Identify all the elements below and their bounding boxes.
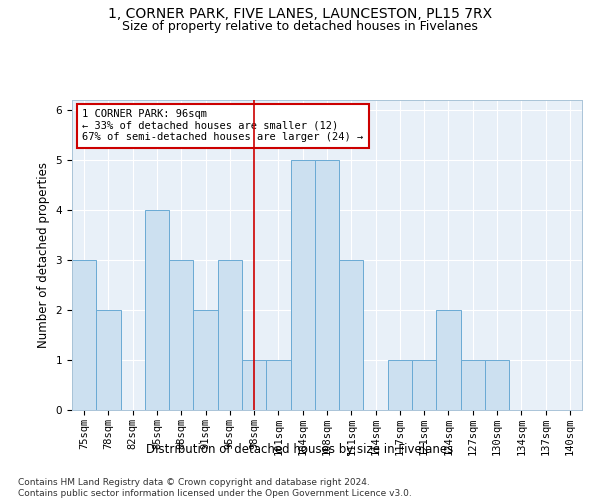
Text: Contains HM Land Registry data © Crown copyright and database right 2024.
Contai: Contains HM Land Registry data © Crown c… (18, 478, 412, 498)
Bar (388, 360, 412, 410)
Bar (290, 160, 315, 410)
Bar (485, 360, 509, 410)
Bar (315, 160, 339, 410)
Bar (339, 260, 364, 410)
Bar (96, 310, 121, 410)
Bar (218, 260, 242, 410)
Text: Distribution of detached houses by size in Fivelanes: Distribution of detached houses by size … (146, 442, 454, 456)
Bar (242, 360, 266, 410)
Y-axis label: Number of detached properties: Number of detached properties (37, 162, 50, 348)
Bar (145, 210, 169, 410)
Bar (436, 310, 461, 410)
Bar (72, 260, 96, 410)
Bar (461, 360, 485, 410)
Text: 1, CORNER PARK, FIVE LANES, LAUNCESTON, PL15 7RX: 1, CORNER PARK, FIVE LANES, LAUNCESTON, … (108, 8, 492, 22)
Text: 1 CORNER PARK: 96sqm
← 33% of detached houses are smaller (12)
67% of semi-detac: 1 CORNER PARK: 96sqm ← 33% of detached h… (82, 110, 364, 142)
Bar (266, 360, 290, 410)
Bar (193, 310, 218, 410)
Bar (412, 360, 436, 410)
Bar (169, 260, 193, 410)
Text: Size of property relative to detached houses in Fivelanes: Size of property relative to detached ho… (122, 20, 478, 33)
